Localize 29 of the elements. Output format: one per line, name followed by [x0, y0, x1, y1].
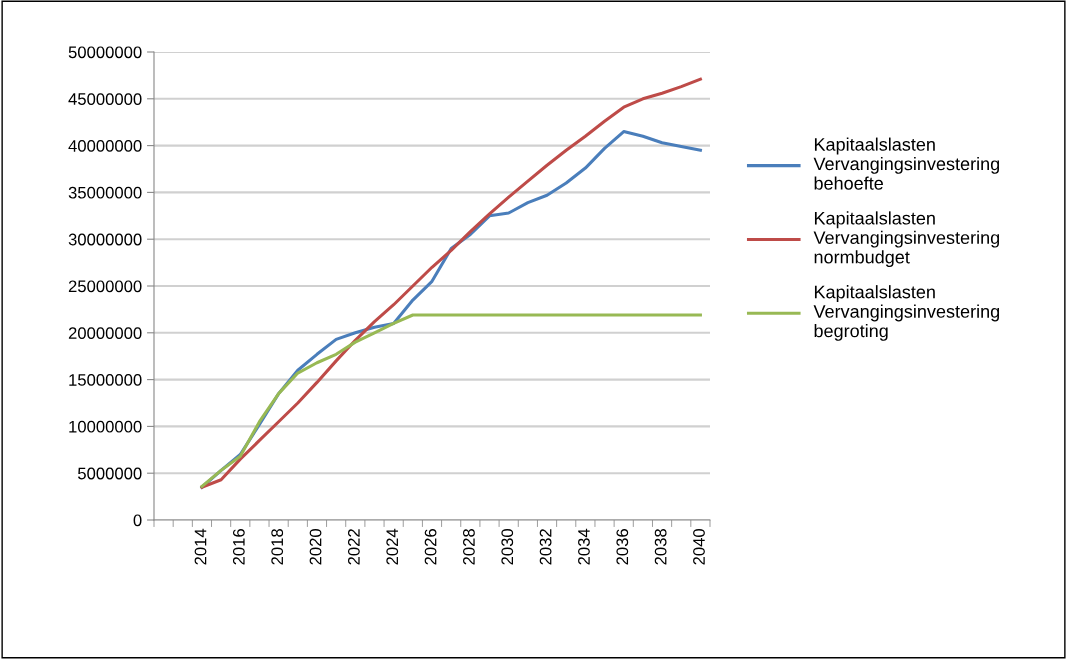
x-tick-label: 2022: [347, 529, 360, 565]
x-tick-label: 2038: [654, 529, 667, 565]
line-series: [200, 313, 702, 488]
x-tick-label: 2024: [386, 528, 399, 565]
x-tick-label: 2034: [578, 528, 590, 565]
x-tick-label: 2016: [232, 529, 245, 565]
y-tick-label: 20000000: [68, 327, 142, 339]
y-tick-label: 10000000: [69, 420, 142, 433]
y-tick-label: 50000000: [68, 46, 142, 59]
legend-label: Kapitaalslasten Vervangingsinvestering normbudget: [813, 211, 1000, 268]
x-tick-label: 2030: [501, 528, 514, 565]
x-tick-label: 2026: [424, 529, 437, 565]
x-tick-label: 2028: [463, 529, 475, 565]
y-tick-label: 0: [133, 514, 142, 527]
x-tick-label: 2020: [309, 528, 322, 565]
x-tick-label: 2032: [539, 529, 552, 565]
x-tick-label: 2014: [194, 528, 207, 565]
x-tick-label: 2040: [693, 528, 705, 565]
y-tick-label: 25000000: [68, 280, 142, 293]
y-tick-label: 45000000: [68, 93, 142, 105]
legend-label: Kapitaalslasten Vervangingsinvestering begroting: [813, 285, 1000, 341]
y-tick-label: 30000000: [68, 233, 142, 246]
y-tick-label: 5000000: [77, 467, 142, 480]
y-tick-label: 40000000: [68, 140, 142, 152]
legend-label: Kapitaalslasten Vervangingsinvestering behoefte: [813, 137, 1000, 190]
x-tick-label: 2018: [271, 529, 284, 565]
y-tick-label: 15000000: [69, 374, 142, 386]
y-tick-label: 35000000: [68, 186, 142, 199]
x-tick-label: 2036: [616, 529, 629, 565]
